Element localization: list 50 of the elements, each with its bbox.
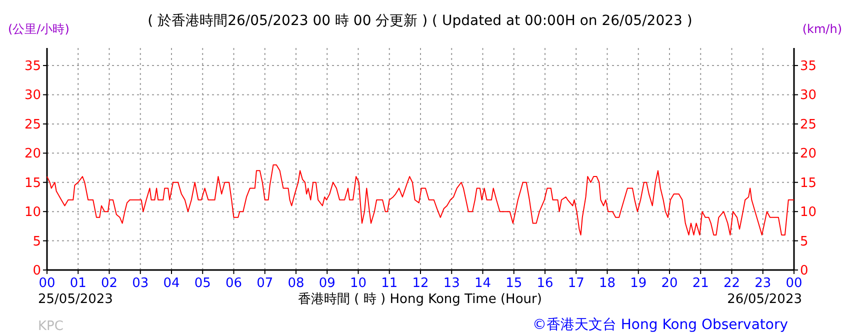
x-tick-label: 16 xyxy=(536,276,554,291)
y2-tick-label: 20 xyxy=(800,146,817,162)
y-tick-label: 15 xyxy=(24,176,41,191)
y2-tick-label: 5 xyxy=(800,234,808,250)
text: 25/05/2023 xyxy=(38,292,113,307)
x-tick-label: 07 xyxy=(256,276,274,291)
y2-tick-label: 25 xyxy=(800,117,817,132)
y-tick-label: 25 xyxy=(24,117,41,132)
x-tick-label: 17 xyxy=(568,276,584,291)
x-tick-label: 05 xyxy=(194,276,211,291)
line-series xyxy=(46,164,794,236)
x-tick-label: 12 xyxy=(412,276,429,291)
x-tick-label: 00 xyxy=(786,276,802,291)
y-tick-label: 0 xyxy=(32,264,41,278)
y2-tick-label: 10 xyxy=(800,205,817,220)
text: KPC xyxy=(38,319,64,334)
chart-title: ( 於香港時間26/05/2023 00 時 00 分更新 ) ( Updated at 00:00H on 26/05/2023 ) xyxy=(148,13,692,29)
y2-tick-label: 30 xyxy=(800,88,817,104)
x-tick-label: 02 xyxy=(100,276,118,291)
y2-tick-label: 0 xyxy=(800,264,808,278)
x-tick-label: 00 xyxy=(38,276,56,291)
x-tick-label: 23 xyxy=(754,276,772,291)
x-tick-label: 18 xyxy=(598,276,616,291)
y-axis-title: (公里/小時) xyxy=(8,22,70,36)
y-tick-label: 10 xyxy=(24,205,41,220)
x-tick-label: 03 xyxy=(132,276,149,291)
x-axis-title: 香港時間 ( 時 ) Hong Kong Time (Hour) xyxy=(298,292,542,307)
y2-tick-label: 35 xyxy=(800,59,817,74)
text: ©香港天文台 Hong Kong Observatory xyxy=(532,317,788,333)
x-tick-label: 10 xyxy=(350,276,367,291)
y-tick-label: 5 xyxy=(32,234,41,250)
x-tick-label: 21 xyxy=(692,276,709,291)
x-tick-label: 01 xyxy=(70,276,86,291)
x-tick-label: 08 xyxy=(288,276,304,291)
y-tick-label: 30 xyxy=(24,88,41,104)
x-tick-label: 22 xyxy=(723,276,740,291)
y-tick-label: 35 xyxy=(24,59,41,74)
x-tick-label: 04 xyxy=(163,276,180,291)
x-tick-label: 15 xyxy=(506,276,522,291)
x-tick-label: 19 xyxy=(630,276,647,291)
x-tick-label: 09 xyxy=(318,276,336,291)
text: 26/05/2023 xyxy=(727,292,802,307)
y2-axis-title: (km/h) xyxy=(802,22,842,36)
y2-tick-label: 15 xyxy=(800,176,817,191)
y-tick-label: 20 xyxy=(24,146,41,162)
x-tick-label: 14 xyxy=(474,276,492,291)
x-tick-label: 20 xyxy=(661,276,678,291)
x-tick-label: 13 xyxy=(443,276,460,291)
x-tick-label: 11 xyxy=(381,276,398,291)
x-tick-label: 06 xyxy=(225,276,242,291)
